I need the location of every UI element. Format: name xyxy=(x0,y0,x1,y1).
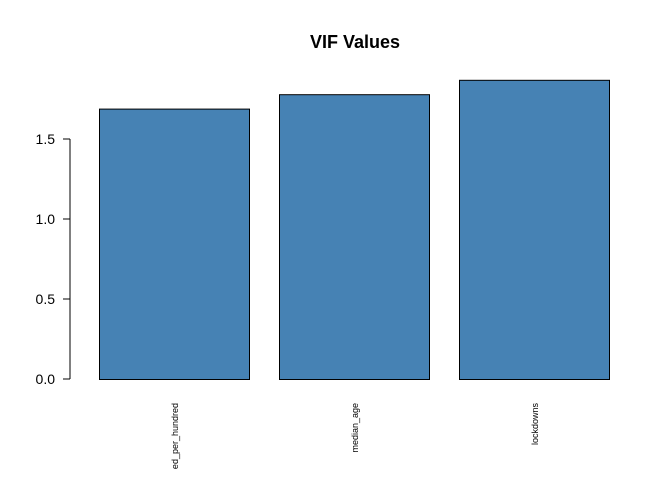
y-tick-label: 0.5 xyxy=(36,291,56,307)
y-tick-label: 0.0 xyxy=(36,371,56,387)
bar-lockdowns xyxy=(459,79,610,381)
x-tick-label: median_age xyxy=(350,403,360,453)
bar-ed-per-hundred xyxy=(99,108,250,380)
x-tick-label: lockdowns xyxy=(530,403,540,446)
y-tick-label: 1.5 xyxy=(36,131,56,147)
bar-median-age xyxy=(279,94,430,380)
y-tick-label: 1.0 xyxy=(36,211,56,227)
chart-title: VIF Values xyxy=(310,32,400,52)
x-tick-label: ed_per_hundred xyxy=(170,403,180,469)
x-tick-labels: ed_per_hundred median_age lockdowns xyxy=(170,403,540,470)
bars-group xyxy=(99,79,610,381)
y-axis: 0.0 0.5 1.0 1.5 xyxy=(36,131,71,387)
